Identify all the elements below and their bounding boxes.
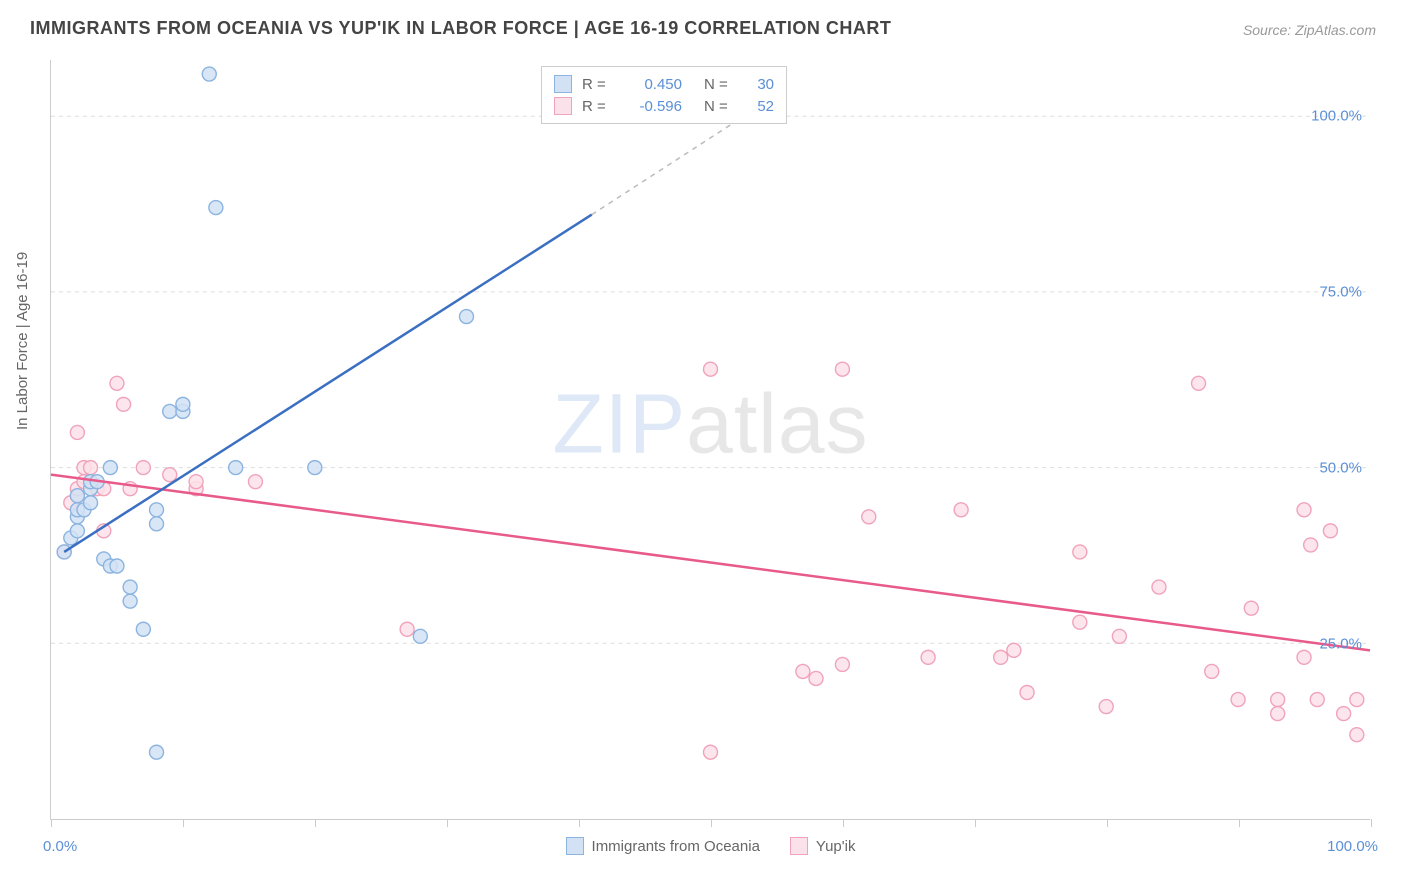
chart-svg [51, 60, 1370, 819]
legend-label-series1: Immigrants from Oceania [592, 838, 760, 855]
x-tick [183, 819, 184, 827]
r-value-series2: -0.596 [622, 98, 682, 115]
source-attribution: Source: ZipAtlas.com [1243, 22, 1376, 38]
legend-row-series2: R = -0.596 N = 52 [554, 95, 774, 117]
legend-item-series1: Immigrants from Oceania [566, 837, 760, 855]
n-label: N = [704, 98, 734, 115]
n-value-series1: 30 [744, 76, 774, 93]
r-value-series1: 0.450 [622, 76, 682, 93]
legend-swatch-pink-icon [790, 837, 808, 855]
x-tick [975, 819, 976, 827]
y-tick-label: 50.0% [1319, 460, 1362, 477]
x-tick [843, 819, 844, 827]
n-value-series2: 52 [744, 98, 774, 115]
correlation-legend: R = 0.450 N = 30 R = -0.596 N = 52 [541, 66, 787, 124]
chart-title: IMMIGRANTS FROM OCEANIA VS YUP'IK IN LAB… [30, 18, 891, 39]
r-label: R = [582, 76, 612, 93]
x-tick-label-max: 100.0% [1327, 838, 1378, 855]
x-tick [711, 819, 712, 827]
legend-row-series1: R = 0.450 N = 30 [554, 73, 774, 95]
legend-label-series2: Yup'ik [816, 838, 856, 855]
legend-swatch-blue-icon [566, 837, 584, 855]
y-tick-label: 100.0% [1311, 108, 1362, 125]
x-tick [315, 819, 316, 827]
plot-area: ZIPatlas 25.0%50.0%75.0%100.0% R = 0.450… [50, 60, 1370, 820]
x-tick [447, 819, 448, 827]
x-tick [1239, 819, 1240, 827]
x-tick [51, 819, 52, 827]
x-tick [1107, 819, 1108, 827]
x-tick [1371, 819, 1372, 827]
legend-swatch-blue [554, 75, 572, 93]
n-label: N = [704, 76, 734, 93]
r-label: R = [582, 98, 612, 115]
x-tick [579, 819, 580, 827]
legend-item-series2: Yup'ik [790, 837, 856, 855]
legend-swatch-pink [554, 97, 572, 115]
y-axis-label: In Labor Force | Age 16-19 [14, 252, 31, 430]
x-tick-label-min: 0.0% [43, 838, 77, 855]
y-tick-label: 25.0% [1319, 636, 1362, 653]
y-tick-label: 75.0% [1319, 284, 1362, 301]
series-legend: Immigrants from Oceania Yup'ik [566, 837, 856, 855]
